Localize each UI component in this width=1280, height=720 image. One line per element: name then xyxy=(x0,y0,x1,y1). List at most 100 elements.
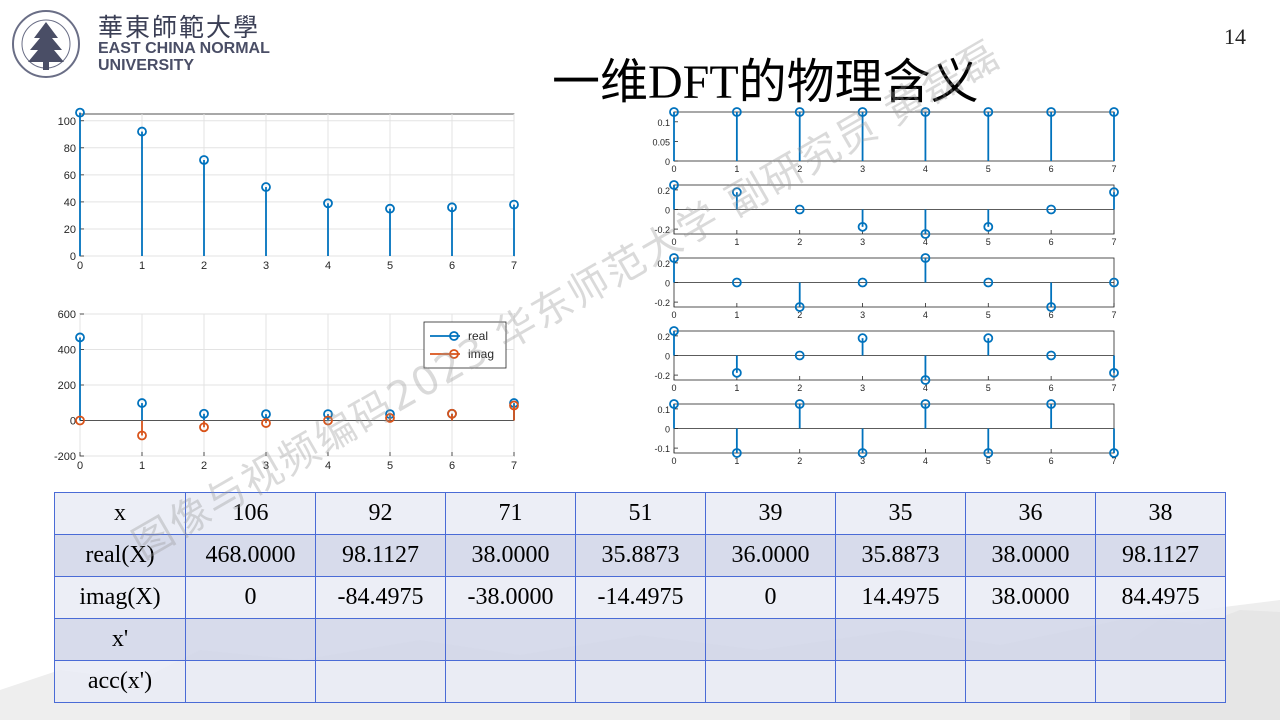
x-tick-label: 2 xyxy=(797,383,802,392)
x-tick-label: 1 xyxy=(734,164,739,173)
university-logo xyxy=(10,8,300,80)
y-tick-label: 0 xyxy=(665,279,670,289)
stem-marker xyxy=(731,367,742,378)
stem-marker xyxy=(731,107,742,117)
y-tick-label: -0.2 xyxy=(654,298,670,308)
stem-chart-svg-6: -0.100.10 1 2 3 4 5 6 7 xyxy=(654,399,1119,466)
x-tick-label: 3 xyxy=(860,456,865,465)
stem-marker xyxy=(1109,448,1119,458)
basis-chart-2: -0.2 0 0.2 0 1 2 3 4 5 6 7 xyxy=(640,173,1140,251)
x-tick-label: 4 xyxy=(923,456,928,465)
stem-chart-svg-0: 0 20 40 60 80 100 0 1 2 3 4 5 6 7 xyxy=(58,107,519,272)
y-tick-label: 80 xyxy=(64,143,76,155)
stem-marker xyxy=(794,399,805,409)
table-cell xyxy=(705,660,836,703)
table-row: real(X) 468.0000 98.1127 38.0000 35.8873 36.0… xyxy=(54,534,1226,577)
logo-english-name: EAST CHINA NORMAL UNIVERSITY xyxy=(98,40,270,74)
x-tick-label: 7 xyxy=(511,460,517,472)
row-header: x xyxy=(54,492,186,535)
x-tick-label: 2 xyxy=(797,310,802,319)
x-tick-label: 7 xyxy=(1111,237,1116,246)
table-cell: 35.8873 xyxy=(575,534,706,577)
stem-marker xyxy=(920,399,931,409)
table-cell: 38.0000 xyxy=(965,534,1096,577)
y-tick-label: 0 xyxy=(70,251,76,263)
stem-marker xyxy=(509,199,519,210)
stem-marker xyxy=(983,107,994,117)
table-cell xyxy=(445,660,576,703)
stem-marker xyxy=(920,253,931,263)
x-tick-label: 6 xyxy=(1049,310,1054,319)
table-cell: 14.4975 xyxy=(835,576,966,619)
stem-marker xyxy=(385,413,395,423)
table-cell xyxy=(575,660,706,703)
x-tick-label: 2 xyxy=(201,460,207,472)
stem-marker xyxy=(794,302,805,312)
x-tick-label: 6 xyxy=(1049,383,1054,392)
basis-chart-1: 0 0.05 0.1 0 1 2 3 4 5 6 7 xyxy=(640,100,1140,178)
y-tick-label: -0.1 xyxy=(654,444,670,454)
logo-chinese-name: 華東師範大學 xyxy=(98,13,261,42)
x-tick-label: 6 xyxy=(449,460,455,472)
stem-marker xyxy=(137,126,147,137)
stem-marker xyxy=(1109,277,1119,288)
x-tick-label: 3 xyxy=(860,164,865,173)
y-tick-label: 100 xyxy=(58,116,76,128)
table-cell: 36.0000 xyxy=(705,534,836,577)
stem-marker xyxy=(75,332,85,343)
stem-marker xyxy=(983,221,994,232)
table-cell xyxy=(315,660,446,703)
y-tick-label: 0 xyxy=(665,425,670,435)
stem-marker xyxy=(323,198,333,209)
y-tick-label: 0.2 xyxy=(657,186,670,196)
stem-marker xyxy=(1046,204,1057,215)
table-row: imag(X) 0 -84.4975 -38.0000 -14.4975 0 14.4975… xyxy=(54,576,1226,619)
stem-marker xyxy=(920,375,931,385)
table-cell: 39 xyxy=(705,492,836,535)
table-cell: 98.1127 xyxy=(315,534,446,577)
x-tick-label: 7 xyxy=(1111,383,1116,392)
x-tick-label: 0 xyxy=(671,237,676,246)
table-cell xyxy=(965,618,1096,661)
stem-marker xyxy=(199,422,209,433)
stem-marker xyxy=(857,277,868,288)
stem-marker xyxy=(199,408,209,419)
y-tick-label: 600 xyxy=(58,309,76,321)
row-header: x' xyxy=(54,618,186,661)
stem-marker xyxy=(447,202,457,213)
x-tick-label: 0 xyxy=(671,456,676,465)
dft-basis-stack: 0 0.05 0.1 0 1 2 3 4 5 6 7 -0.2 0 0.2 0 1 2 3 4 5 6 7 -0.2 0 0.2… xyxy=(640,100,1140,480)
table-cell: 35 xyxy=(835,492,966,535)
stem-marker xyxy=(794,204,805,215)
y-tick-label: 0 xyxy=(70,416,76,428)
x-tick-label: 4 xyxy=(325,260,331,272)
y-tick-label: 0.1 xyxy=(657,118,670,128)
stem-marker xyxy=(447,408,457,419)
row-header: acc(x') xyxy=(54,660,186,703)
y-tick-label: 60 xyxy=(64,170,76,182)
plot-area xyxy=(673,111,1115,162)
x-tick-label: 0 xyxy=(671,383,676,392)
y-tick-label: 200 xyxy=(58,380,76,392)
legend-marker xyxy=(449,349,459,359)
stem-marker xyxy=(857,221,868,232)
table-cell: 38.0000 xyxy=(965,576,1096,619)
table-cell: 51 xyxy=(575,492,706,535)
stem-marker xyxy=(983,277,994,288)
stem-marker xyxy=(669,399,679,409)
table-cell: 0 xyxy=(705,576,836,619)
table-cell: -38.0000 xyxy=(445,576,576,619)
logo-english-line2: UNIVERSITY xyxy=(98,57,195,74)
university-emblem-icon xyxy=(12,10,80,78)
stem-marker xyxy=(75,415,85,426)
y-tick-label: 20 xyxy=(64,224,76,236)
stem-marker xyxy=(261,182,271,192)
y-tick-label: 40 xyxy=(64,197,76,209)
table-cell: 71 xyxy=(445,492,576,535)
table-cell: 468.0000 xyxy=(185,534,316,577)
x-tick-label: 3 xyxy=(860,383,865,392)
logo-english-line1: EAST CHINA NORMAL xyxy=(98,40,270,57)
x-tick-label: 7 xyxy=(1111,164,1116,173)
x-tick-label: 3 xyxy=(860,310,865,319)
stem-marker xyxy=(920,107,931,117)
